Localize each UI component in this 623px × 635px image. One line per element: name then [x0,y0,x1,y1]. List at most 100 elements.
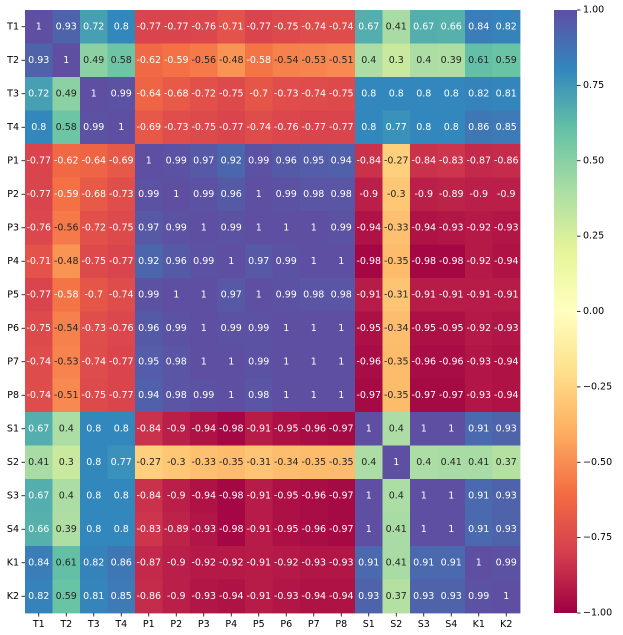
heatmap-cell-k2-s2 [382,579,411,614]
x-tick-label-s2: S2 [390,619,402,630]
cell-value-label: 0.4 [389,423,404,434]
cell-value-label: 0.39 [441,55,462,66]
cell-value-label: -0.94 [219,591,244,602]
cell-value-label: 0.39 [56,524,77,535]
cell-value-label: -0.7 [249,88,268,99]
cell-value-label: 1 [173,189,179,200]
heatmap-cell-s2-t1 [25,445,53,480]
heatmap-cell-p6-t4 [107,311,136,346]
cell-value-label: 0.96 [276,155,297,166]
heatmap-cell-s2-s1 [355,445,383,480]
heatmap-cell-p1-p8 [327,144,356,178]
cell-value-label: -0.75 [81,390,106,401]
heatmap-cell-p4-p1 [135,244,163,279]
heatmap-cell-p8-k2 [492,378,521,413]
cell-value-label: 1 [118,122,124,133]
heatmap-cell-p6-p4 [217,311,246,346]
cell-value-label: 0.96 [138,323,159,334]
cell-value-label: 0.8 [86,524,101,535]
heatmap-cell-t2-p8 [327,43,356,78]
heatmap-cell-p7-t4 [107,345,136,379]
cell-value-label: -0.93 [466,356,491,367]
cell-value-label: -0.27 [384,155,409,166]
cell-value-label: 1 [448,524,454,535]
cell-value-label: -0.92 [466,222,491,233]
heatmap-cell-p4-t2 [52,244,81,279]
heatmap-cell-p7-p4 [217,345,246,379]
cell-value-label: -0.33 [191,457,216,468]
heatmap-cell-p4-p4 [217,244,246,279]
heatmap-cell-p4-s1 [355,244,383,279]
heatmap-cell-k2-t3 [80,579,108,614]
cell-value-label: -0.75 [191,122,216,133]
cell-value-label: 0.91 [413,557,434,568]
heatmap-cell-p6-p5 [245,311,273,346]
heatmap-cell-s4-s4 [437,512,466,547]
heatmap-cell-t1-s4 [437,10,466,44]
colorbar-tick-label: −1.00 [583,608,612,619]
heatmap-cell-p1-s4 [437,144,466,178]
heatmap-cell-s1-t4 [107,412,136,446]
cell-value-label: 1 [228,256,234,267]
cell-value-label: 0.37 [496,457,517,468]
heatmap-cell-p1-k2 [492,144,521,178]
heatmap-cell-s1-t2 [52,412,81,446]
cell-value-label: -0.86 [136,591,161,602]
cell-value-label: 0.99 [166,155,187,166]
cell-value-label: 0.98 [331,289,352,300]
heatmap-cell-p8-p6 [272,378,301,413]
heatmap-cell-p3-s3 [410,211,438,245]
cell-value-label: 0.96 [221,189,242,200]
heatmap-cell-t1-t2 [52,10,81,44]
heatmap-cell-p6-p8 [327,311,356,346]
y-tick-label-s4: S4 [7,524,19,535]
cell-value-label: -0.95 [274,423,299,434]
heatmap-cell-p7-p8 [327,345,356,379]
heatmap-cell-p6-t2 [52,311,81,346]
cell-value-label: 0.98 [303,189,324,200]
cell-value-label: -0.93 [439,222,464,233]
cell-value-label: -0.74 [329,21,354,32]
cell-value-label: 0.59 [496,55,517,66]
cell-value-label: -0.92 [274,557,299,568]
heatmap-cell-s2-t2 [52,445,81,480]
cell-value-label: 0.8 [444,88,459,99]
cell-value-label: 0.61 [56,557,77,568]
cell-value-label: -0.72 [81,222,106,233]
heatmap-cell-p1-t3 [80,144,108,178]
cell-value-label: 1 [366,423,372,434]
colorbar-tick-label: −0.50 [583,457,612,468]
cell-value-label: -0.92 [191,557,216,568]
heatmap-cell-k2-p8 [327,579,356,614]
cell-value-label: -0.34 [384,323,409,334]
cell-value-label: 1 [421,524,427,535]
y-tick-label-p4: P4 [7,256,19,267]
cell-value-label: -0.96 [439,356,464,367]
heatmap-cell-p2-k1 [465,177,493,212]
heatmap-cell-p1-p5 [245,144,273,178]
heatmap-cell-s4-p2 [162,512,191,547]
heatmap-cell-s1-k2 [492,412,521,446]
cell-value-label: -0.64 [81,155,106,166]
heatmap-cell-s2-s2 [382,445,411,480]
cell-value-label: -0.93 [494,222,519,233]
heatmap-cell-s2-p2 [162,445,191,480]
cell-value-label: 1 [228,390,234,401]
cell-value-label: 1 [91,88,97,99]
cell-value-label: 1 [201,222,207,233]
heatmap-cell-t3-s4 [437,77,466,111]
x-tick-label-p7: P7 [308,619,320,630]
heatmap-cell-p1-t2 [52,144,81,178]
heatmap-cell-t4-p5 [245,110,273,145]
cell-value-label: 0.4 [416,55,431,66]
cell-value-label: -0.93 [191,524,216,535]
cell-value-label: -0.84 [136,490,161,501]
cell-value-label: 0.99 [276,256,297,267]
cell-value-label: -0.72 [191,88,216,99]
heatmap-cell-t1-p7 [300,10,328,44]
cell-value-label: 0.4 [389,490,404,501]
heatmap-cell-k1-p3 [190,546,218,580]
cell-value-label: -0.3 [167,457,186,468]
heatmap-cell-p5-p4 [217,278,246,312]
heatmap-cell-p2-t3 [80,177,108,212]
